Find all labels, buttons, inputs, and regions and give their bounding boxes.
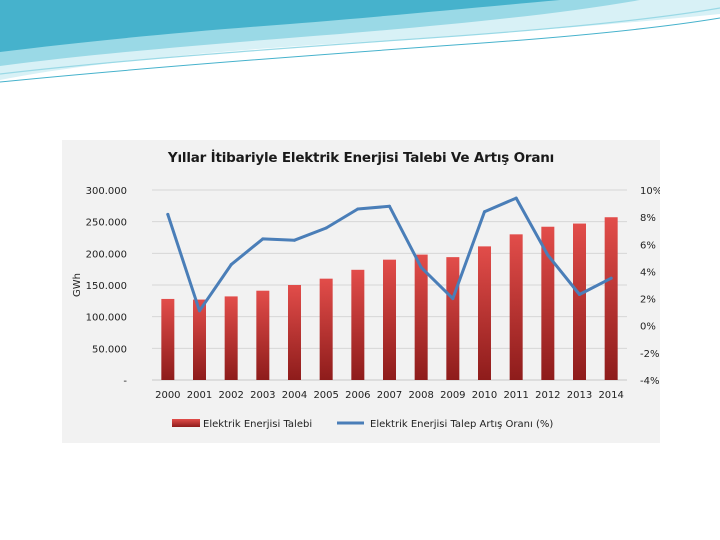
y-tick-label: 100.000	[86, 313, 127, 324]
line-point	[229, 263, 233, 267]
line-point	[609, 276, 613, 280]
line-point	[483, 210, 486, 214]
legend-line-label: Elektrik Enerjisi Talep Artış Oranı (%)	[370, 419, 553, 430]
line-point	[514, 196, 518, 200]
x-tick-label: 2002	[218, 390, 243, 401]
x-tick-label: 2000	[155, 390, 180, 401]
x-tick-label: 2005	[313, 390, 338, 401]
bar	[383, 259, 396, 380]
bar	[161, 298, 175, 380]
bar	[193, 299, 206, 380]
x-tick-label: 2006	[345, 390, 370, 401]
line-point	[419, 265, 423, 269]
line-point	[578, 293, 581, 296]
y-tick-label: 50.000	[92, 344, 127, 355]
wave-dark-band	[0, 0, 560, 52]
x-tick-label: 2003	[250, 390, 275, 401]
line-point	[546, 253, 550, 257]
bar	[256, 290, 270, 380]
x-tick-label: 2001	[187, 390, 212, 401]
y-axis-label: GWh	[72, 273, 83, 297]
legend-bar-label: Elektrik Enerjisi Talebi	[203, 419, 312, 430]
line-point	[293, 238, 296, 242]
x-tick-label: 2010	[472, 390, 497, 401]
bar	[541, 226, 555, 380]
y-tick-label: 250.000	[86, 218, 127, 229]
bar	[573, 223, 586, 380]
x-tick-label: 2011	[503, 390, 528, 401]
line-point	[261, 237, 265, 241]
y2-tick-label: -2%	[640, 349, 659, 360]
y-tick-label: -	[123, 376, 127, 387]
wave-line	[0, 17, 720, 83]
chart-title: Yıllar İtibariyle Elektrik Enerjisi Tale…	[167, 150, 555, 166]
x-tick-label: 2013	[567, 390, 592, 401]
chart-panel: Yıllar İtibariyle Elektrik Enerjisi Tale…	[62, 140, 660, 443]
legend-bar-swatch	[172, 419, 200, 427]
y-tick-label: 150.000	[86, 281, 127, 292]
bar	[478, 246, 491, 380]
line-point	[356, 207, 360, 211]
line-point	[198, 309, 201, 313]
x-tick-label: 2009	[440, 390, 465, 401]
bar	[414, 254, 428, 380]
y2-tick-label: -4%	[640, 376, 659, 387]
y2-tick-label: 6%	[640, 240, 656, 251]
x-tick-label: 2012	[535, 390, 560, 401]
bar	[604, 217, 618, 380]
y2-tick-label: 0%	[640, 322, 656, 333]
bar	[509, 234, 523, 380]
y2-tick-label: 10%	[640, 186, 660, 197]
combo-chart: - 50.000 100.000 150.000 200.000 250.000 300.0…	[72, 186, 660, 430]
x-tick-label: 2007	[377, 390, 402, 401]
bar	[446, 257, 460, 380]
bar	[351, 269, 365, 380]
x-tick-label: 2004	[282, 390, 307, 401]
y2-tick-label: 4%	[640, 267, 656, 278]
line-point	[451, 297, 455, 301]
y2-tick-label: 8%	[640, 213, 656, 224]
wave-line	[0, 7, 720, 75]
y-tick-label: 300.000	[86, 186, 127, 197]
bar	[288, 285, 301, 380]
header-wave-decoration	[0, 0, 720, 83]
y2-tick-label: 2%	[640, 295, 656, 306]
x-tick-label: 2008	[408, 390, 433, 401]
line-point	[166, 212, 170, 216]
bar	[224, 296, 238, 380]
y-tick-label: 200.000	[86, 249, 127, 260]
bar	[319, 278, 333, 380]
x-tick-label: 2014	[598, 390, 623, 401]
line-point	[324, 226, 328, 230]
line-point	[388, 204, 391, 208]
